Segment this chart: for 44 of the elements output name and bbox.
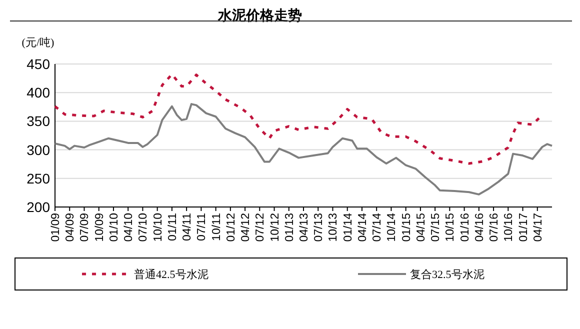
x-tick-label: 10/13 (328, 213, 340, 242)
x-tick-label: 07/11 (196, 213, 208, 241)
y-tick-label: 450 (26, 56, 50, 72)
x-tick-label: 01/15 (400, 213, 413, 242)
x-tick-label: 10/12 (269, 213, 282, 242)
x-tick-label: 04/16 (474, 213, 486, 242)
x-tick-label: 04/10 (123, 213, 136, 242)
x-tick-label: 07/09 (79, 213, 92, 242)
x-tick-label: 04/14 (356, 212, 369, 242)
x-tick-label: 01/17 (518, 213, 530, 242)
legend-label: 普通42.5号水泥 (134, 268, 208, 281)
x-tick-label: 04/11 (182, 213, 194, 241)
x-tick-label: 01/12 (225, 213, 238, 242)
y-tick-label: 300 (26, 142, 50, 158)
x-tick-label: 07/10 (138, 213, 150, 242)
x-tick-label: 01/14 (342, 212, 354, 242)
x-tick-label: 10/16 (503, 213, 516, 242)
x-tick-label: 10/15 (444, 213, 457, 242)
x-tick-label: 07/13 (313, 213, 326, 242)
y-tick-label: 200 (26, 199, 50, 215)
y-axis-title: (元/吨) (22, 36, 55, 49)
x-tick-label: 07/16 (488, 213, 501, 242)
y-tick-label: 400 (26, 84, 50, 101)
x-tick-label: 01/11 (166, 213, 179, 241)
legend-label: 复合32.5号水泥 (410, 268, 484, 281)
x-tick-label: 07/14 (372, 212, 384, 242)
x-tick-label: 04/17 (532, 213, 544, 242)
x-tick-label: 01/16 (459, 213, 472, 242)
x-tick-label: 04/12 (240, 213, 252, 242)
x-tick-label: 10/10 (152, 213, 164, 242)
line-series (54, 103, 553, 196)
x-tick-label: 04/13 (298, 213, 310, 242)
x-tick-label: 07/15 (430, 213, 442, 242)
x-tick-label: 04/15 (415, 213, 428, 242)
x-tick-label: 01/10 (108, 213, 120, 242)
x-tick-label: 10/14 (386, 212, 398, 242)
x-tick-label: 04/09 (64, 213, 77, 242)
y-tick-label: 250 (26, 170, 50, 186)
x-tick-label: 10/11 (210, 213, 223, 241)
x-tick-label: 01/13 (284, 213, 296, 242)
x-tick-label: 07/12 (254, 213, 267, 242)
x-tick-label: 01/09 (50, 213, 62, 242)
x-tick-label: 10/09 (94, 213, 106, 242)
y-tick-label: 350 (26, 113, 50, 130)
